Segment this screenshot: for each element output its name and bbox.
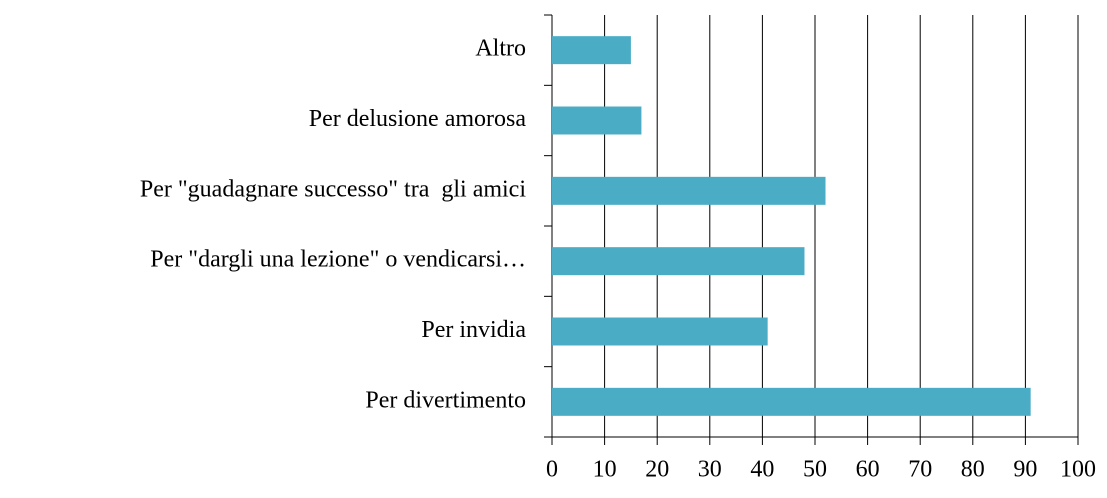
x-tick-label: 50 xyxy=(803,457,827,483)
bar xyxy=(552,317,768,346)
x-tick-label: 40 xyxy=(750,457,774,483)
bar xyxy=(552,36,631,65)
x-tick-label: 10 xyxy=(593,457,617,483)
x-tick-label: 20 xyxy=(645,457,669,483)
y-tick-label: Per invidia xyxy=(421,317,526,343)
y-tick-label: Per delusione amorosa xyxy=(309,106,527,132)
y-tick-label: Per divertimento xyxy=(365,387,526,413)
bar xyxy=(552,387,1031,416)
x-tick-label: 90 xyxy=(1013,457,1037,483)
y-tick-label: Altro xyxy=(475,36,526,62)
y-tick-label: Per "dargli una lezione" o vendicarsi… xyxy=(150,247,526,273)
bar xyxy=(552,247,805,276)
x-tick-label: 100 xyxy=(1060,457,1096,483)
bar xyxy=(552,106,642,135)
y-tick-label: Per "guadagnare successo" tra gli amici xyxy=(140,176,526,202)
x-tick-label: 0 xyxy=(546,457,558,483)
x-tick-label: 80 xyxy=(961,457,985,483)
bar xyxy=(552,176,826,205)
x-tick-label: 30 xyxy=(698,457,722,483)
x-tick-label: 60 xyxy=(856,457,880,483)
x-tick-label: 70 xyxy=(908,457,932,483)
